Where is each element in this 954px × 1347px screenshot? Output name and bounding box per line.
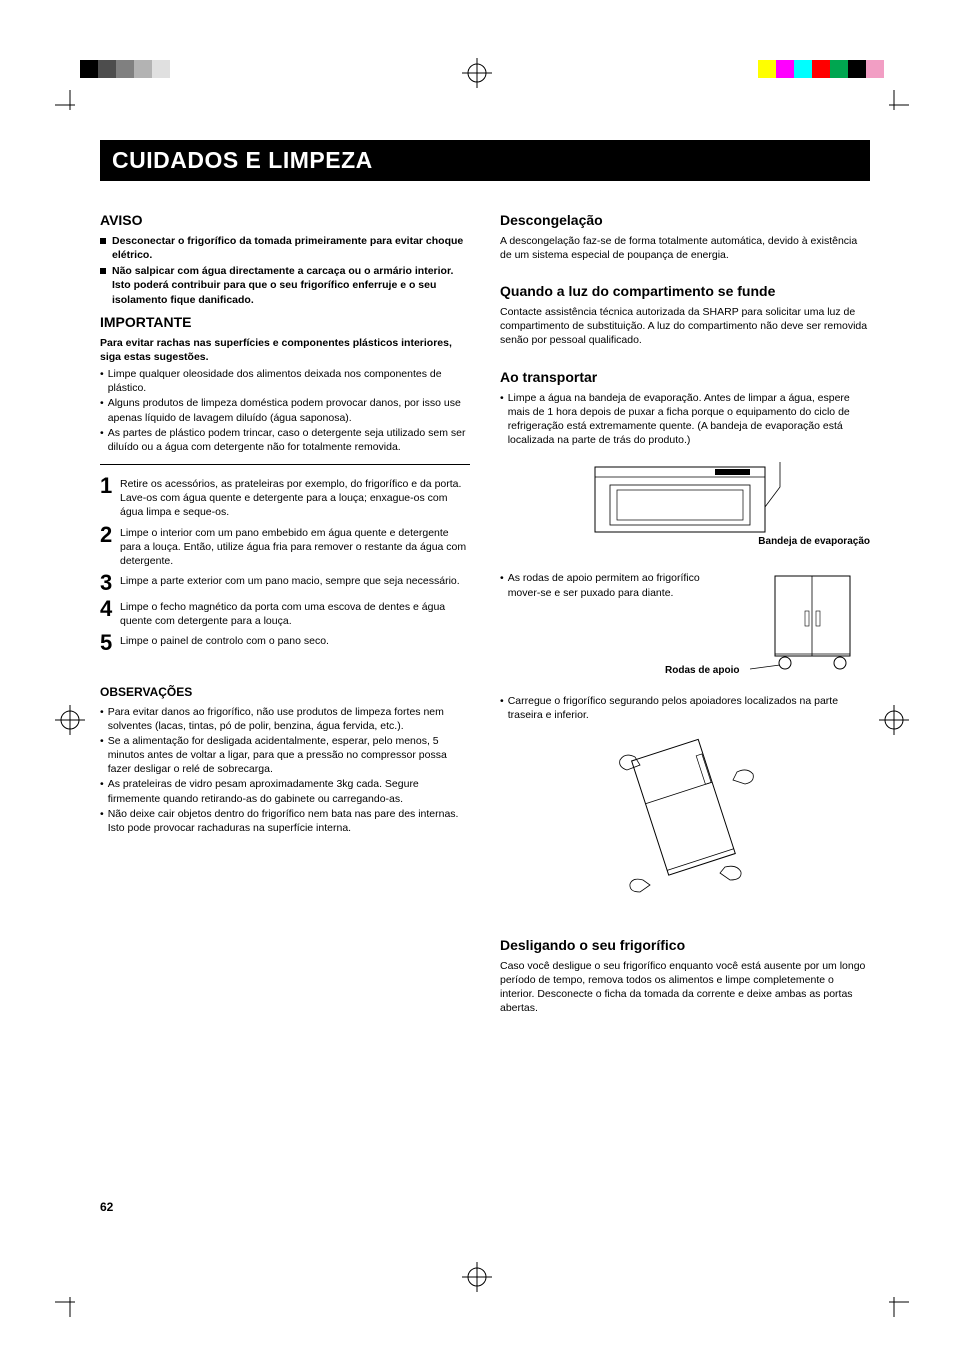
step-text: Limpe o fecho magnético da porta com uma…: [120, 598, 470, 628]
page-content: CUIDADOS E LIMPEZA AVISO Desconectar o f…: [100, 140, 870, 1036]
importante-bullet: •Limpe qualquer oleosidade dos alimentos…: [100, 367, 470, 395]
right-column: Descongelação A descongelação faz-se de …: [500, 211, 870, 1036]
bullet-marker: •: [500, 571, 504, 599]
observacoes-bullet: •Não deixe cair objetos dentro do frigor…: [100, 807, 470, 835]
luz-heading: Quando a luz do compartimento se funde: [500, 282, 870, 301]
observacoes-bullet-text: Para evitar danos ao frigorífico, não us…: [108, 705, 470, 733]
aviso-item-text: Desconectar o frigorífico da tomada prim…: [112, 234, 470, 262]
observacoes-bullet: •Para evitar danos ao frigorífico, não u…: [100, 705, 470, 733]
transportar-bullet-3: Carregue o frigorífico segurando pelos a…: [508, 694, 870, 722]
swatch: [152, 60, 170, 78]
observacoes-bullet-text: Não deixe cair objetos dentro do frigorí…: [108, 807, 470, 835]
color-swatches: [758, 60, 884, 78]
crop-corner-bl: [55, 1287, 85, 1322]
crop-corner-br: [879, 1287, 909, 1322]
fig1-caption: Bandeja de evaporação: [758, 535, 870, 549]
figure-evaporation-tray: Bandeja de evaporação: [500, 457, 870, 561]
importante-bullet: •Alguns produtos de limpeza doméstica po…: [100, 396, 470, 424]
bullet-marker: •: [100, 777, 104, 805]
aviso-item: Não salpicar com água directamente a car…: [100, 264, 470, 307]
bullet-marker: •: [100, 734, 104, 777]
square-bullet-icon: [100, 238, 106, 244]
swatch: [98, 60, 116, 78]
desligando-text: Caso você desligue o seu frigorífico enq…: [500, 959, 870, 1016]
transportar-bullet-1: Limpe a água na bandeja de evaporação. A…: [508, 391, 870, 448]
crop-corner-tr: [879, 90, 909, 125]
importante-bullet-text: As partes de plástico podem trincar, cas…: [108, 426, 470, 454]
aviso-item: Desconectar o frigorífico da tomada prim…: [100, 234, 470, 262]
aviso-heading: AVISO: [100, 211, 470, 230]
swatch: [134, 60, 152, 78]
importante-bullet-text: Limpe qualquer oleosidade dos alimentos …: [108, 367, 470, 395]
square-bullet-icon: [100, 268, 106, 274]
numbered-step: 3Limpe a parte exterior com um pano maci…: [100, 572, 470, 594]
importante-heading: IMPORTANTE: [100, 313, 470, 332]
step-number: 4: [100, 598, 120, 628]
observacoes-bullet-text: As prateleiras de vidro pesam aproximada…: [108, 777, 470, 805]
bullet-marker: •: [100, 367, 104, 395]
grayscale-swatches: [80, 60, 170, 78]
importante-bullet: •As partes de plástico podem trincar, ca…: [100, 426, 470, 454]
swatch: [848, 60, 866, 78]
page-number: 62: [100, 1200, 113, 1214]
bullet-marker: •: [500, 694, 504, 722]
observacoes-bullet-text: Se a alimentação for desligada acidental…: [108, 734, 470, 777]
swatch: [80, 60, 98, 78]
transportar-heading: Ao transportar: [500, 368, 870, 387]
bullet-marker: •: [100, 396, 104, 424]
fig2-caption: Rodas de apoio: [665, 664, 739, 678]
luz-text: Contacte assistência técnica autorizada …: [500, 305, 870, 348]
step-number: 2: [100, 524, 120, 569]
divider: [100, 464, 470, 465]
step-number: 1: [100, 475, 120, 520]
print-registration-top: [0, 60, 954, 100]
numbered-step: 4Limpe o fecho magnético da porta com um…: [100, 598, 470, 628]
crop-corner-tl: [55, 90, 85, 125]
swatch: [866, 60, 884, 78]
swatch: [776, 60, 794, 78]
left-column: AVISO Desconectar o frigorífico da tomad…: [100, 211, 470, 1036]
step-text: Limpe o interior com um pano embebido em…: [120, 524, 470, 569]
descongelacao-text: A descongelação faz-se de forma totalmen…: [500, 234, 870, 262]
numbered-step: 5Limpe o painel de controlo com o pano s…: [100, 632, 470, 654]
observacoes-bullet: •Se a alimentação for desligada acidenta…: [100, 734, 470, 777]
bullet-marker: •: [100, 705, 104, 733]
transportar-bullet-2: As rodas de apoio permitem ao frigorífic…: [508, 571, 730, 599]
observacoes-bullet: •As prateleiras de vidro pesam aproximad…: [100, 777, 470, 805]
step-number: 5: [100, 632, 120, 654]
swatch: [116, 60, 134, 78]
swatch: [812, 60, 830, 78]
registration-mark-left: [55, 705, 85, 740]
step-text: Limpe o painel de controlo com o pano se…: [120, 632, 470, 654]
swatch: [830, 60, 848, 78]
registration-mark-top: [462, 58, 492, 93]
importante-bullet-text: Alguns produtos de limpeza doméstica pod…: [108, 396, 470, 424]
numbered-step: 1Retire os acessórios, as prateleiras po…: [100, 475, 470, 520]
bullet-marker: •: [100, 426, 104, 454]
bullet-marker: •: [100, 807, 104, 835]
swatch: [794, 60, 812, 78]
figure-carry-fridge: [500, 732, 870, 906]
bullet-marker: •: [500, 391, 504, 448]
step-text: Limpe a parte exterior com um pano macio…: [120, 572, 470, 594]
figure-support-wheels: Rodas de apoio: [740, 571, 870, 685]
swatch: [758, 60, 776, 78]
registration-mark-right: [879, 705, 909, 740]
page-title: CUIDADOS E LIMPEZA: [100, 140, 870, 181]
numbered-step: 2Limpe o interior com um pano embebido e…: [100, 524, 470, 569]
importante-intro: Para evitar rachas nas superfícies e com…: [100, 336, 470, 364]
step-text: Retire os acessórios, as prateleiras por…: [120, 475, 470, 520]
observacoes-heading: OBSERVAÇÕES: [100, 684, 470, 700]
descongelacao-heading: Descongelação: [500, 211, 870, 230]
registration-mark-bottom: [462, 1262, 492, 1297]
step-number: 3: [100, 572, 120, 594]
desligando-heading: Desligando o seu frigorífico: [500, 936, 870, 955]
aviso-item-text: Não salpicar com água directamente a car…: [112, 264, 470, 307]
